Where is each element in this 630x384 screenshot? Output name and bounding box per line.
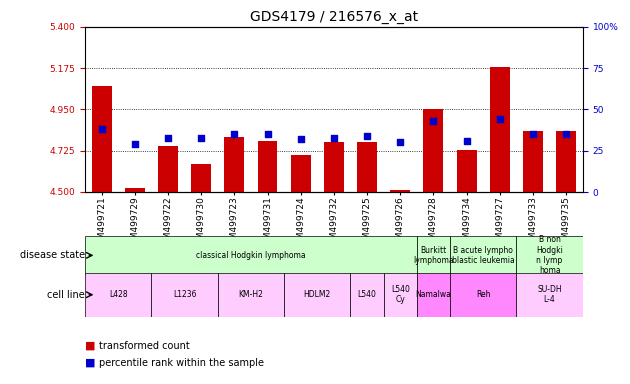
Point xyxy=(329,134,339,141)
Text: B acute lympho
blastic leukemia: B acute lympho blastic leukemia xyxy=(452,246,515,265)
Text: disease state: disease state xyxy=(20,250,84,260)
Bar xyxy=(151,273,218,317)
Bar xyxy=(324,142,344,192)
Bar xyxy=(158,146,178,192)
Bar xyxy=(85,236,417,275)
Text: L1236: L1236 xyxy=(173,290,197,299)
Title: GDS4179 / 216576_x_at: GDS4179 / 216576_x_at xyxy=(250,10,418,25)
Point xyxy=(495,116,505,122)
Bar xyxy=(450,273,517,317)
Bar xyxy=(457,150,476,192)
Text: B non
Hodgki
n lymp
homa: B non Hodgki n lymp homa xyxy=(536,235,563,275)
Bar xyxy=(517,236,583,275)
Text: ■: ■ xyxy=(85,341,96,351)
Text: percentile rank within the sample: percentile rank within the sample xyxy=(99,358,264,368)
Bar xyxy=(224,137,244,192)
Bar xyxy=(556,131,576,192)
Bar xyxy=(423,109,444,192)
Bar xyxy=(125,188,145,192)
Point xyxy=(528,131,538,137)
Bar xyxy=(450,236,517,275)
Text: L428: L428 xyxy=(109,290,127,299)
Text: KM-H2: KM-H2 xyxy=(239,290,263,299)
Bar xyxy=(350,273,384,317)
Point xyxy=(395,139,405,146)
Point xyxy=(295,136,306,142)
Point xyxy=(130,141,140,147)
Bar xyxy=(284,273,350,317)
Bar xyxy=(258,141,277,192)
Text: L540: L540 xyxy=(358,290,377,299)
Bar xyxy=(523,131,543,192)
Text: classical Hodgkin lymphoma: classical Hodgkin lymphoma xyxy=(196,251,306,260)
Text: Burkitt
lymphoma: Burkitt lymphoma xyxy=(413,246,454,265)
Bar xyxy=(192,164,211,192)
Bar xyxy=(92,86,112,192)
Text: cell line: cell line xyxy=(47,290,84,300)
Text: L540
Cy: L540 Cy xyxy=(391,285,410,305)
Point xyxy=(96,126,106,132)
Point xyxy=(462,138,472,144)
Bar xyxy=(85,273,151,317)
Bar xyxy=(357,142,377,192)
Point xyxy=(263,131,273,137)
Bar xyxy=(291,155,311,192)
Point xyxy=(196,134,206,141)
Text: ■: ■ xyxy=(85,358,96,368)
Bar xyxy=(417,273,450,317)
Bar xyxy=(490,67,510,192)
Bar xyxy=(517,273,583,317)
Text: HDLM2: HDLM2 xyxy=(304,290,331,299)
Text: Namalwa: Namalwa xyxy=(416,290,451,299)
Point xyxy=(561,131,571,137)
Point xyxy=(163,134,173,141)
Point xyxy=(229,131,239,137)
Bar xyxy=(384,273,417,317)
Point xyxy=(362,133,372,139)
Point xyxy=(428,118,438,124)
Text: Reh: Reh xyxy=(476,290,491,299)
Bar xyxy=(391,190,410,192)
Text: SU-DH
L-4: SU-DH L-4 xyxy=(537,285,562,305)
Text: transformed count: transformed count xyxy=(99,341,190,351)
Bar xyxy=(218,273,284,317)
Bar xyxy=(417,236,450,275)
